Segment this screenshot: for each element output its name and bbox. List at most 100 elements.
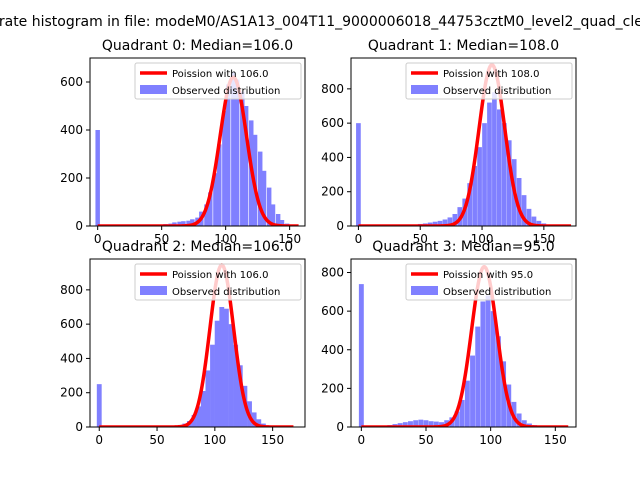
chart-title: Quadrant 0: Median=106.0: [102, 38, 293, 54]
poisson-curve: [96, 75, 300, 226]
histogram-bar: [181, 221, 186, 226]
y-tick-label: 0: [75, 219, 83, 233]
histogram-bar: [210, 344, 215, 427]
histogram-bar: [223, 308, 229, 427]
histogram-bar: [96, 384, 102, 427]
y-tick-label: 0: [75, 420, 83, 434]
histogram-bar: [521, 195, 527, 226]
chart-panel-0: 0 50 100 150 0 200 400 600 Quadrant 0: Median=10…: [60, 38, 306, 246]
histogram-bar: [475, 326, 481, 427]
x-tick-label: 100: [479, 433, 502, 447]
histogram-bar: [217, 144, 222, 226]
legend-line-label: Poission with 106.0: [172, 69, 268, 80]
histogram-bar: [172, 222, 177, 226]
histogram-bar: [251, 412, 257, 427]
x-tick-label: 0: [94, 232, 102, 246]
histogram-bar: [358, 284, 364, 427]
histogram-bar: [237, 365, 243, 427]
histogram-bar: [356, 123, 361, 226]
x-tick-label: 0: [358, 433, 366, 447]
y-tick-label: 200: [60, 386, 83, 400]
histogram-bar: [490, 311, 496, 427]
axes-frame: [89, 258, 306, 428]
histogram-bar: [204, 204, 209, 226]
histogram-bar: [437, 220, 443, 226]
x-tick-label: 50: [413, 232, 428, 246]
histogram-bar: [257, 151, 263, 226]
y-tick-label: 200: [321, 185, 344, 199]
x-tick-label: 100: [214, 232, 237, 246]
histogram-bar: [408, 421, 413, 427]
histogram-bar: [452, 214, 458, 226]
legend-box: [405, 263, 573, 301]
histogram-bar: [487, 102, 492, 226]
legend-bar-label: Observed distribution: [172, 287, 280, 298]
histogram-bar: [497, 109, 502, 226]
histogram-bar: [191, 415, 197, 427]
histogram-bar: [397, 423, 403, 427]
histogram-bar: [177, 221, 182, 226]
histogram-bar: [459, 399, 465, 427]
y-tick-label: 400: [60, 351, 83, 365]
histogram-bar: [433, 421, 439, 427]
histogram-bar: [275, 214, 281, 226]
x-tick-label: 150: [278, 232, 301, 246]
histogram-bar: [270, 204, 276, 226]
x-tick-label: 100: [203, 433, 226, 447]
histogram-bar: [506, 140, 512, 226]
histogram-bar: [536, 220, 542, 226]
legend-line-label: Poission with 108.0: [443, 69, 539, 80]
histogram-bar: [200, 391, 206, 427]
histogram-bar: [225, 84, 231, 226]
histogram-bar: [472, 166, 477, 226]
y-tick-label: 400: [321, 150, 344, 164]
y-tick-label: 600: [60, 317, 83, 331]
poisson-curve: [98, 263, 295, 427]
chart-title: Quadrant 1: Median=108.0: [368, 38, 559, 54]
histogram-bar: [240, 91, 245, 226]
histogram-bar: [208, 192, 213, 226]
chart-panel-1: 0 50 100 150 0 200 400 600 800 Quadrant 1: Median…: [321, 38, 577, 246]
histogram-bar: [492, 92, 497, 226]
legend-box: [405, 62, 573, 100]
histogram-bar: [219, 307, 225, 427]
histogram-bar: [214, 320, 220, 427]
histogram-bar: [480, 301, 486, 427]
x-tick-label: 50: [154, 232, 169, 246]
axes-frame: [350, 57, 577, 227]
legend-bar-label: Observed distribution: [443, 287, 551, 298]
histogram-bar: [402, 422, 408, 427]
legend-bar-swatch: [140, 286, 167, 295]
histogram-bar: [213, 173, 218, 226]
x-tick-label: 150: [532, 232, 555, 246]
histogram-bar: [266, 187, 272, 226]
histogram-bar: [413, 420, 419, 427]
x-tick-label: 0: [355, 232, 363, 246]
legend-bar-swatch: [411, 286, 438, 295]
y-tick-label: 400: [321, 343, 344, 357]
x-tick-label: 100: [471, 232, 494, 246]
histogram-bar: [454, 411, 460, 427]
axes-frame: [89, 57, 306, 227]
chart-legend: Poission with 106.0 Observed distribution: [134, 62, 302, 100]
histogram-bar: [428, 421, 434, 427]
legend-bar-label: Observed distribution: [443, 86, 551, 97]
y-tick-label: 800: [321, 82, 344, 96]
legend-bar-label: Observed distribution: [172, 86, 280, 97]
y-tick-label: 800: [321, 266, 344, 280]
chart-legend: Poission with 108.0 Observed distribution: [405, 62, 573, 100]
y-tick-label: 400: [60, 123, 83, 137]
histogram-bar: [95, 130, 100, 226]
histogram-bar: [196, 406, 202, 427]
x-tick-label: 150: [544, 433, 567, 447]
x-tick-label: 150: [261, 433, 284, 447]
histogram-bar: [516, 178, 522, 226]
y-tick-label: 600: [321, 116, 344, 130]
histogram-bar: [234, 79, 240, 226]
legend-line-label: Poission with 95.0: [443, 270, 533, 281]
legend-box: [134, 62, 302, 100]
histogram-bar: [279, 220, 285, 226]
y-tick-label: 600: [60, 75, 83, 89]
histogram-bar: [205, 370, 211, 427]
